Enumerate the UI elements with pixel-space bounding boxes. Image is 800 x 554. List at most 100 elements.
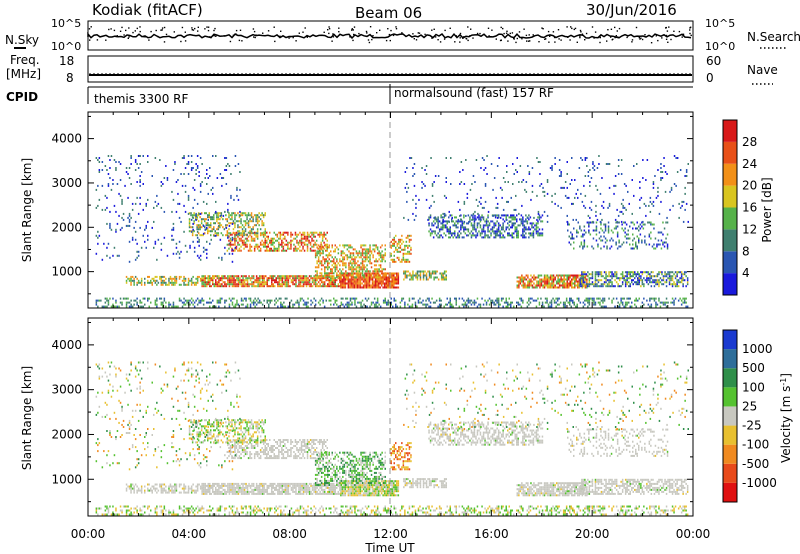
power-cell <box>596 188 599 191</box>
power-cell <box>451 214 453 217</box>
power-cell <box>440 278 443 281</box>
power-cell <box>472 214 474 217</box>
power-cell <box>656 283 659 286</box>
power-cell <box>673 273 675 276</box>
power-cell <box>365 282 368 285</box>
power-cell <box>463 226 465 229</box>
power-cell <box>624 271 627 274</box>
power-cell <box>287 233 289 236</box>
power-cell <box>360 272 362 275</box>
power-cell <box>579 245 581 248</box>
power-cell <box>526 222 529 225</box>
power-cell <box>459 208 461 211</box>
power-cell <box>378 264 380 267</box>
power-cell <box>684 208 686 211</box>
power-cell <box>591 271 594 274</box>
power-cell <box>232 212 235 215</box>
power-cell <box>660 239 663 242</box>
power-cell <box>630 221 632 224</box>
power-cell <box>119 194 122 197</box>
power-cell <box>304 275 306 278</box>
power-cell <box>529 234 532 237</box>
power-cell <box>457 236 459 239</box>
power-cell <box>390 246 392 249</box>
power-cell <box>258 275 261 278</box>
power-cell <box>511 216 513 219</box>
power-cell <box>425 165 428 167</box>
power-cell <box>355 297 358 300</box>
power-cell <box>133 277 135 280</box>
power-cell <box>241 234 244 237</box>
power-cell <box>639 227 642 230</box>
power-cell <box>218 301 220 304</box>
power-cell <box>555 274 558 277</box>
power-cell <box>574 286 576 289</box>
power-cell <box>190 283 193 286</box>
power-cell <box>588 301 591 304</box>
power-cell <box>309 243 312 246</box>
power-cell <box>642 220 644 223</box>
power-cell <box>427 278 429 281</box>
power-cell <box>178 283 181 286</box>
power-cell <box>98 234 101 237</box>
noise-point <box>136 27 138 30</box>
power-cell <box>663 241 666 244</box>
power-cell <box>160 181 163 183</box>
power-cell <box>363 303 365 306</box>
noise-point <box>415 39 418 41</box>
power-cell <box>262 216 265 219</box>
power-cell <box>266 241 268 244</box>
noise-point <box>661 37 663 39</box>
power-cell <box>358 268 361 271</box>
power-cell <box>320 260 323 263</box>
power-cell <box>295 285 297 288</box>
power-cell <box>130 283 132 286</box>
noise-point <box>191 27 193 29</box>
power-cell <box>558 159 561 161</box>
power-cell <box>385 278 387 281</box>
power-cell <box>466 192 469 195</box>
power-cell <box>543 194 546 197</box>
power-cell <box>319 272 321 275</box>
power-cell <box>324 276 326 279</box>
power-cell <box>522 228 524 231</box>
power-cell <box>522 286 525 289</box>
power-cell <box>343 274 346 277</box>
power-cell <box>136 303 138 306</box>
power-cell <box>227 163 229 165</box>
power-cell <box>599 271 601 274</box>
power-cell <box>230 275 232 278</box>
power-cell <box>581 285 583 288</box>
power-cell <box>605 163 608 165</box>
noise-point <box>358 32 360 35</box>
power-cell <box>201 279 203 282</box>
power-cell <box>222 218 224 221</box>
power-cell <box>410 248 412 251</box>
power-cell <box>642 177 644 179</box>
power-cell <box>510 214 512 217</box>
power-cell <box>130 155 132 157</box>
noise-point <box>644 34 646 36</box>
power-cell <box>260 301 262 304</box>
power-cell <box>213 234 215 237</box>
power-cell <box>437 278 440 281</box>
power-cell <box>216 214 218 217</box>
power-cell <box>336 272 338 275</box>
power-cell <box>516 220 518 223</box>
power-cell <box>273 249 275 252</box>
power-cell <box>174 163 176 165</box>
power-cell <box>525 214 527 217</box>
power-cell <box>183 283 185 286</box>
power-cell <box>446 222 448 225</box>
power-cell <box>334 262 336 265</box>
power-cell <box>434 216 437 219</box>
noise-point <box>121 26 123 29</box>
power-cell <box>275 297 277 300</box>
power-cell <box>314 279 317 282</box>
power-cell <box>435 299 438 302</box>
power-cell <box>351 301 353 304</box>
power-cell <box>511 232 513 235</box>
power-cell <box>270 237 272 240</box>
power-cell <box>221 256 223 259</box>
power-cell <box>355 284 357 287</box>
